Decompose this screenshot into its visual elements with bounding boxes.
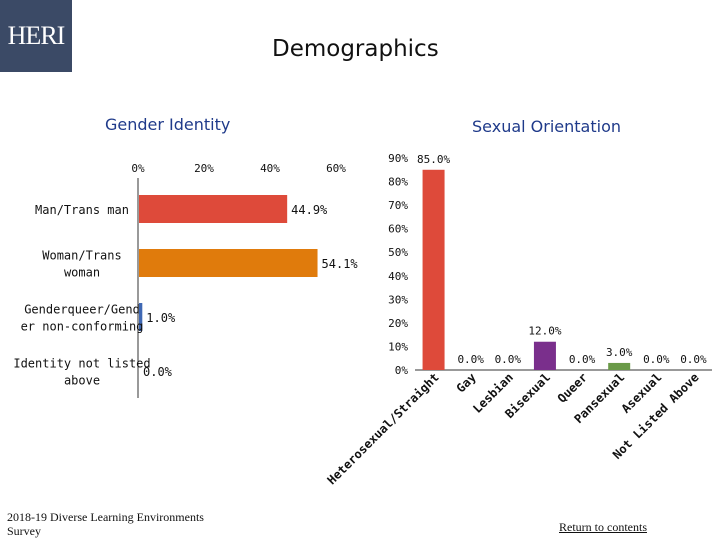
data-label: 54.1% (322, 257, 359, 271)
y-tick-label: 80% (388, 176, 408, 189)
heri-logo: HERI (0, 0, 72, 72)
category-label: Genderqueer/Gend (24, 303, 140, 317)
category-label: Man/Trans man (35, 203, 129, 217)
data-label: 12.0% (528, 325, 561, 338)
y-tick-label: 20% (388, 317, 408, 330)
y-tick-label: 50% (388, 246, 408, 259)
bar (139, 195, 288, 223)
category-label: woman (64, 266, 100, 280)
orientation-chart-title: Sexual Orientation (472, 117, 621, 136)
y-tick-label: 70% (388, 199, 408, 212)
y-tick-label: 60% (388, 223, 408, 236)
data-label: 0.0% (569, 353, 596, 366)
x-tick-label: 0% (131, 162, 145, 175)
category-label: Heterosexual/Straight (325, 370, 442, 487)
category-label: Queer (555, 370, 590, 405)
bar (422, 169, 445, 370)
y-tick-label: 40% (388, 270, 408, 283)
category-label: above (64, 374, 100, 388)
data-label: 85.0% (417, 153, 450, 166)
data-label: 0.0% (457, 353, 484, 366)
category-label: er non-conforming (21, 320, 144, 334)
bar (608, 362, 631, 370)
sexual-orientation-chart: 0% 10% 20% 30% 40% 50% 60% 70% 80% 90% 85.0% Hetero… (325, 152, 712, 487)
x-tick-label: 40% (260, 162, 280, 175)
category-label: Gay (454, 370, 479, 395)
x-tick-label: 60% (326, 162, 346, 175)
gender-chart-title: Gender Identity (105, 115, 231, 134)
data-label: 0.0% (143, 365, 173, 379)
y-tick-label: 0% (395, 364, 409, 377)
data-label: 3.0% (606, 346, 633, 359)
survey-source-note: 2018-19 Diverse Learning Environments Su… (7, 510, 204, 538)
bar (533, 341, 556, 370)
bar (139, 249, 318, 277)
data-label: 1.0% (146, 311, 176, 325)
data-label: 0.0% (643, 353, 670, 366)
data-label: 44.9% (291, 203, 328, 217)
data-label: 0.0% (680, 353, 707, 366)
bar (139, 303, 143, 331)
category-label: Woman/Trans (42, 249, 121, 263)
category-label: Identity not listed (13, 357, 150, 371)
data-label: 0.0% (495, 353, 522, 366)
x-tick-label: 20% (194, 162, 214, 175)
y-tick-label: 90% (388, 152, 408, 165)
page-title: Demographics (272, 36, 439, 62)
gender-identity-chart: 0% 20% 40% 60% Man/Trans man 44.9% Woman/Trans… (13, 162, 358, 398)
return-to-contents-link[interactable]: Return to contents (559, 520, 647, 534)
y-tick-label: 30% (388, 293, 408, 306)
y-tick-label: 10% (388, 340, 408, 353)
